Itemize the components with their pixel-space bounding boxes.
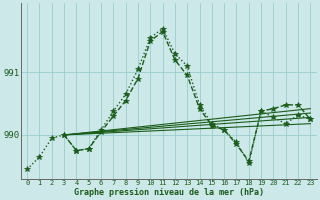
X-axis label: Graphe pression niveau de la mer (hPa): Graphe pression niveau de la mer (hPa) <box>74 188 264 197</box>
